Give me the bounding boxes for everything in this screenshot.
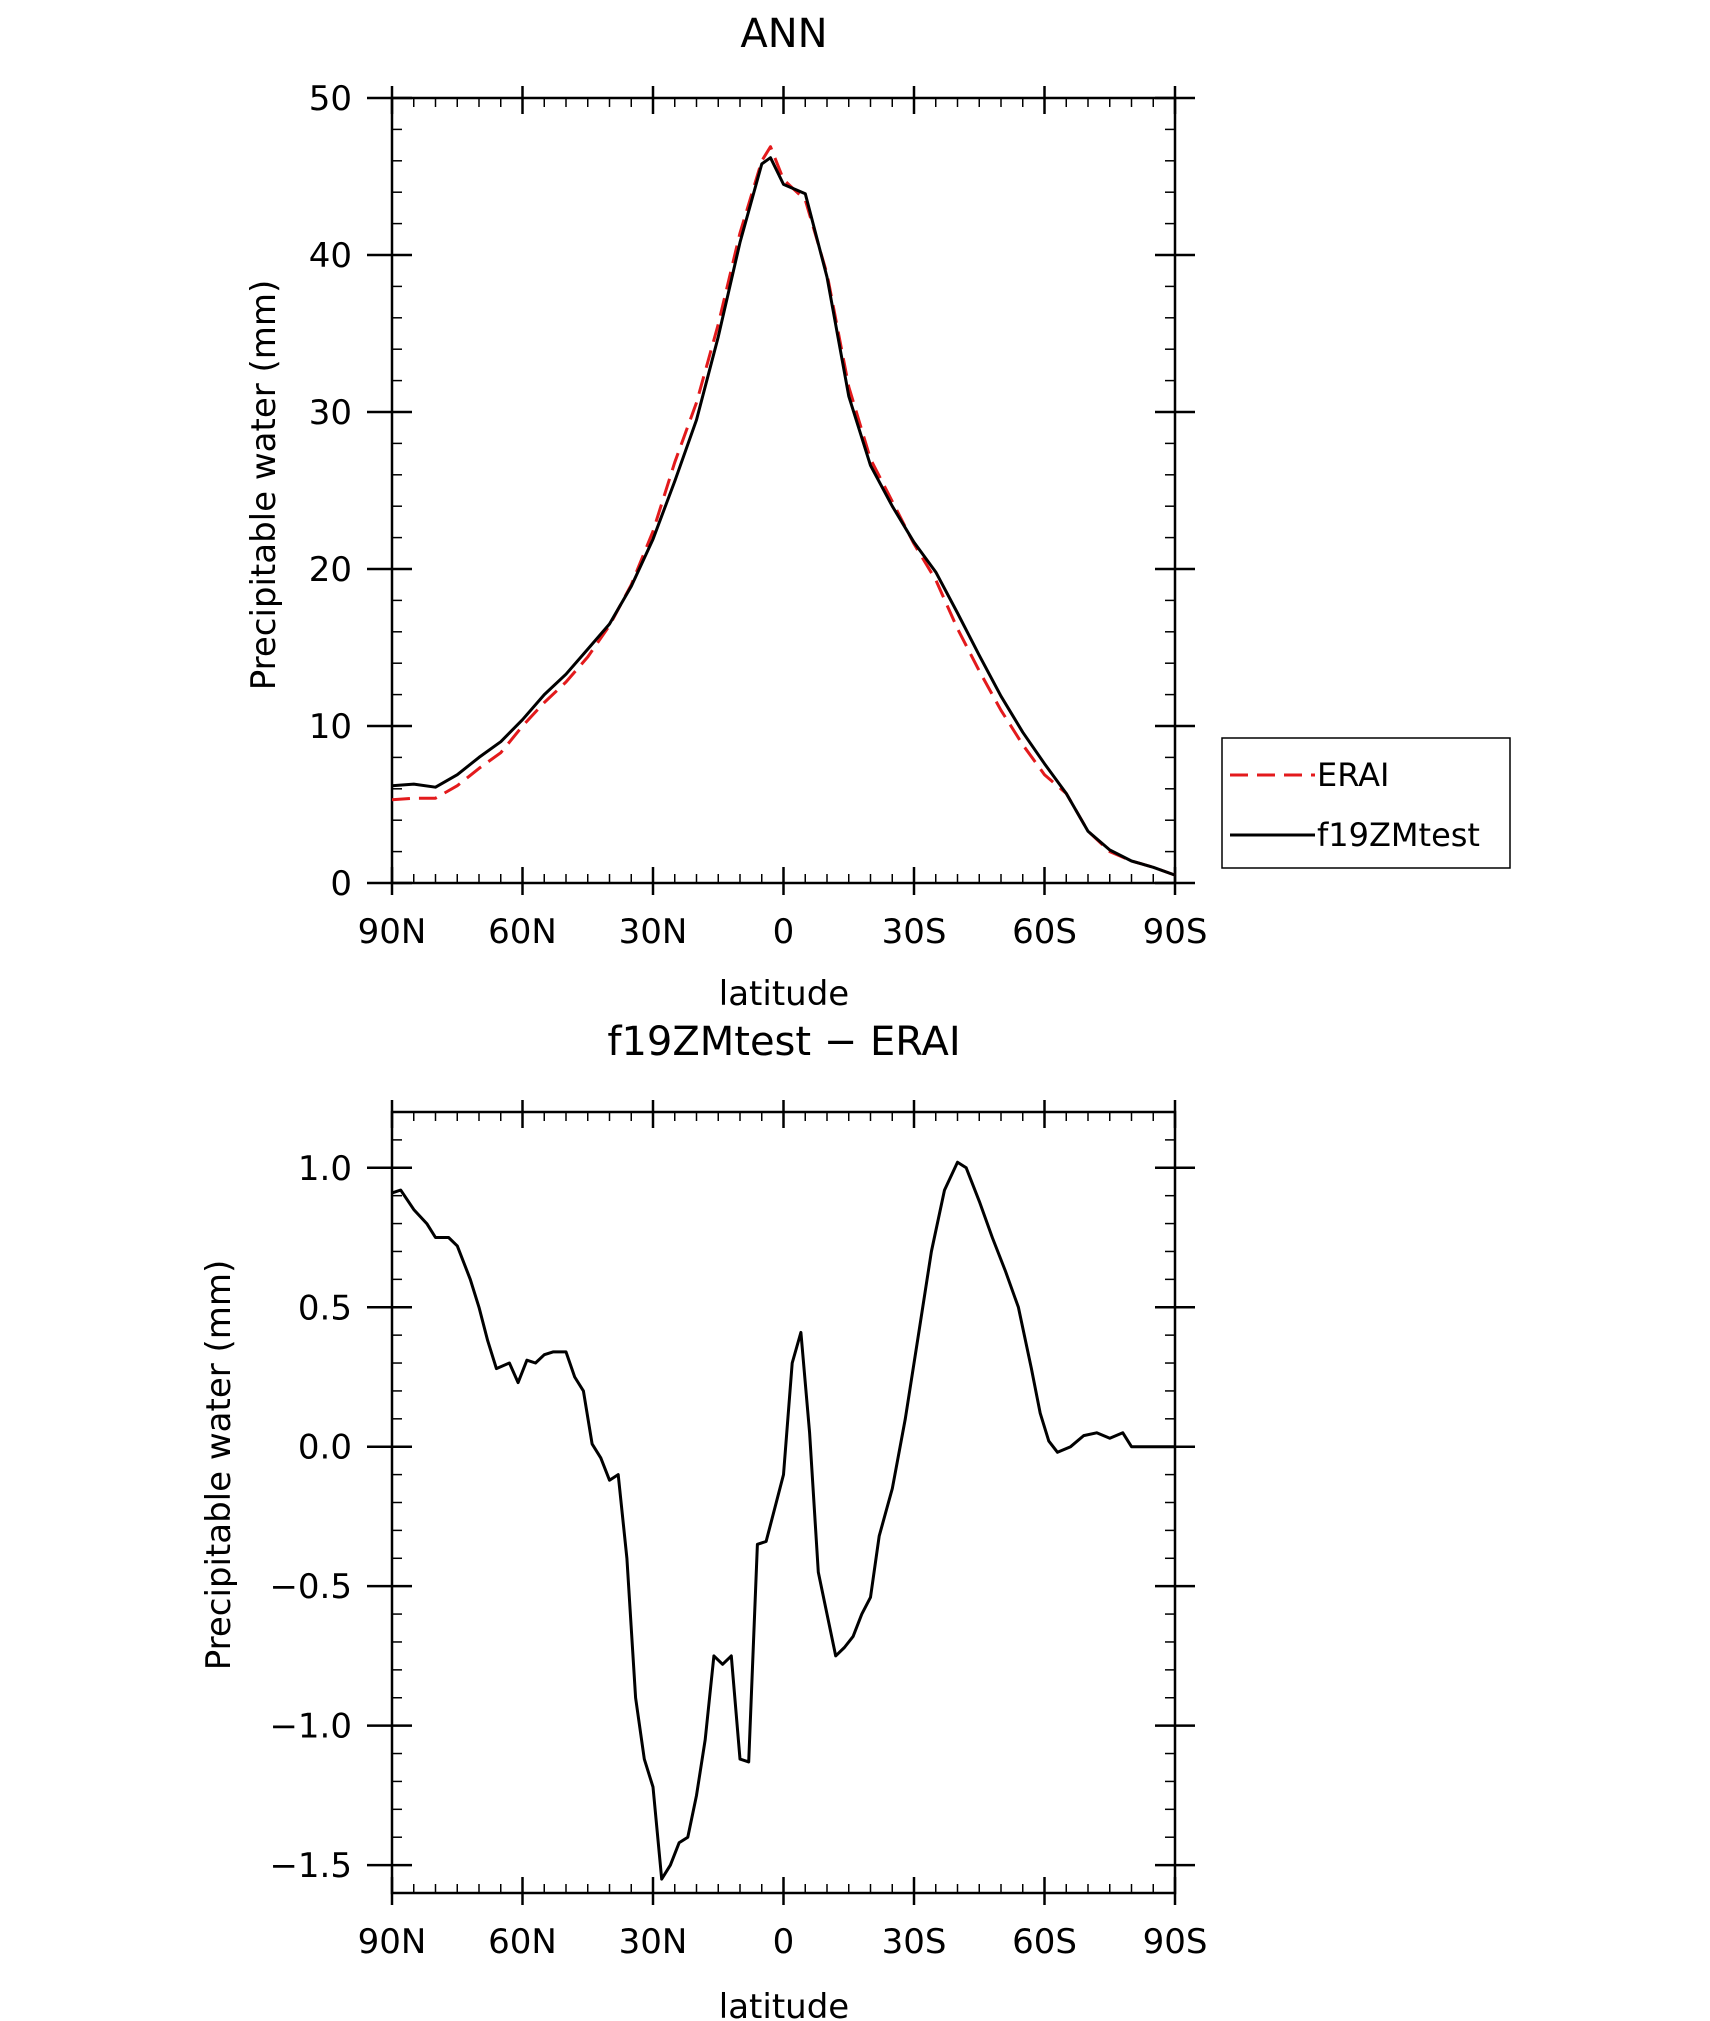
chart-title-top: ANN bbox=[740, 11, 827, 57]
legend-label-f19zmtest: f19ZMtest bbox=[1317, 816, 1480, 854]
y-tick-label: 30 bbox=[309, 393, 352, 433]
y-axis-label-top: Precipitable water (mm) bbox=[244, 280, 284, 691]
legend: ERAI f19ZMtest bbox=[1221, 737, 1511, 869]
legend-label-erai: ERAI bbox=[1317, 756, 1389, 794]
y-tick-label: 1.0 bbox=[298, 1149, 352, 1189]
series-line-f19zmtest bbox=[391, 156, 1176, 877]
x-tick-label: 90S bbox=[1143, 912, 1208, 952]
x-tick-label: 90N bbox=[358, 1922, 427, 1962]
plot-frame bbox=[390, 1110, 1177, 1895]
y-axis-label-bottom: Precipitable water (mm) bbox=[199, 1260, 239, 1671]
y-tick-label: −1.5 bbox=[269, 1846, 352, 1886]
series-line-erai bbox=[391, 145, 1176, 877]
x-tick-label: 30S bbox=[882, 1922, 947, 1962]
chart-title-bottom: f19ZMtest − ERAI bbox=[607, 1019, 960, 1065]
y-tick-label: 0 bbox=[330, 864, 352, 904]
x-tick-label: 60N bbox=[488, 912, 557, 952]
y-tick-label: 0.5 bbox=[298, 1288, 352, 1328]
y-tick-label: 50 bbox=[309, 79, 352, 119]
plot-frame bbox=[390, 96, 1177, 885]
legend-box bbox=[1221, 737, 1511, 869]
y-tick-label: −0.5 bbox=[269, 1567, 352, 1607]
x-axis-label-top: latitude bbox=[719, 974, 849, 1014]
x-tick-label: 60N bbox=[488, 1922, 557, 1962]
x-axis-label-bottom: latitude bbox=[719, 1987, 849, 2021]
y-tick-label: 40 bbox=[309, 236, 352, 276]
upper-panel-ann: ANN Precipitable water (mm) latitude ERA… bbox=[244, 11, 1511, 1014]
x-tick-label: 30N bbox=[619, 912, 688, 952]
y-tick-label: 10 bbox=[309, 707, 352, 747]
x-tick-label: 30S bbox=[882, 912, 947, 952]
y-tick-label: 20 bbox=[309, 550, 352, 590]
x-tick-label: 0 bbox=[773, 1922, 795, 1962]
x-tick-label: 60S bbox=[1012, 912, 1077, 952]
series-line-difference bbox=[391, 1160, 1175, 1881]
lower-panel-difference: f19ZMtest − ERAI Precipitable water (mm)… bbox=[199, 1019, 1207, 2021]
x-tick-label: 90S bbox=[1143, 1922, 1208, 1962]
x-tick-label: 30N bbox=[619, 1922, 688, 1962]
x-tick-label: 60S bbox=[1012, 1922, 1077, 1962]
x-tick-label: 0 bbox=[773, 912, 795, 952]
y-tick-label: 0.0 bbox=[298, 1428, 352, 1468]
x-tick-label: 90N bbox=[358, 912, 427, 952]
y-tick-label: −1.0 bbox=[269, 1707, 352, 1747]
